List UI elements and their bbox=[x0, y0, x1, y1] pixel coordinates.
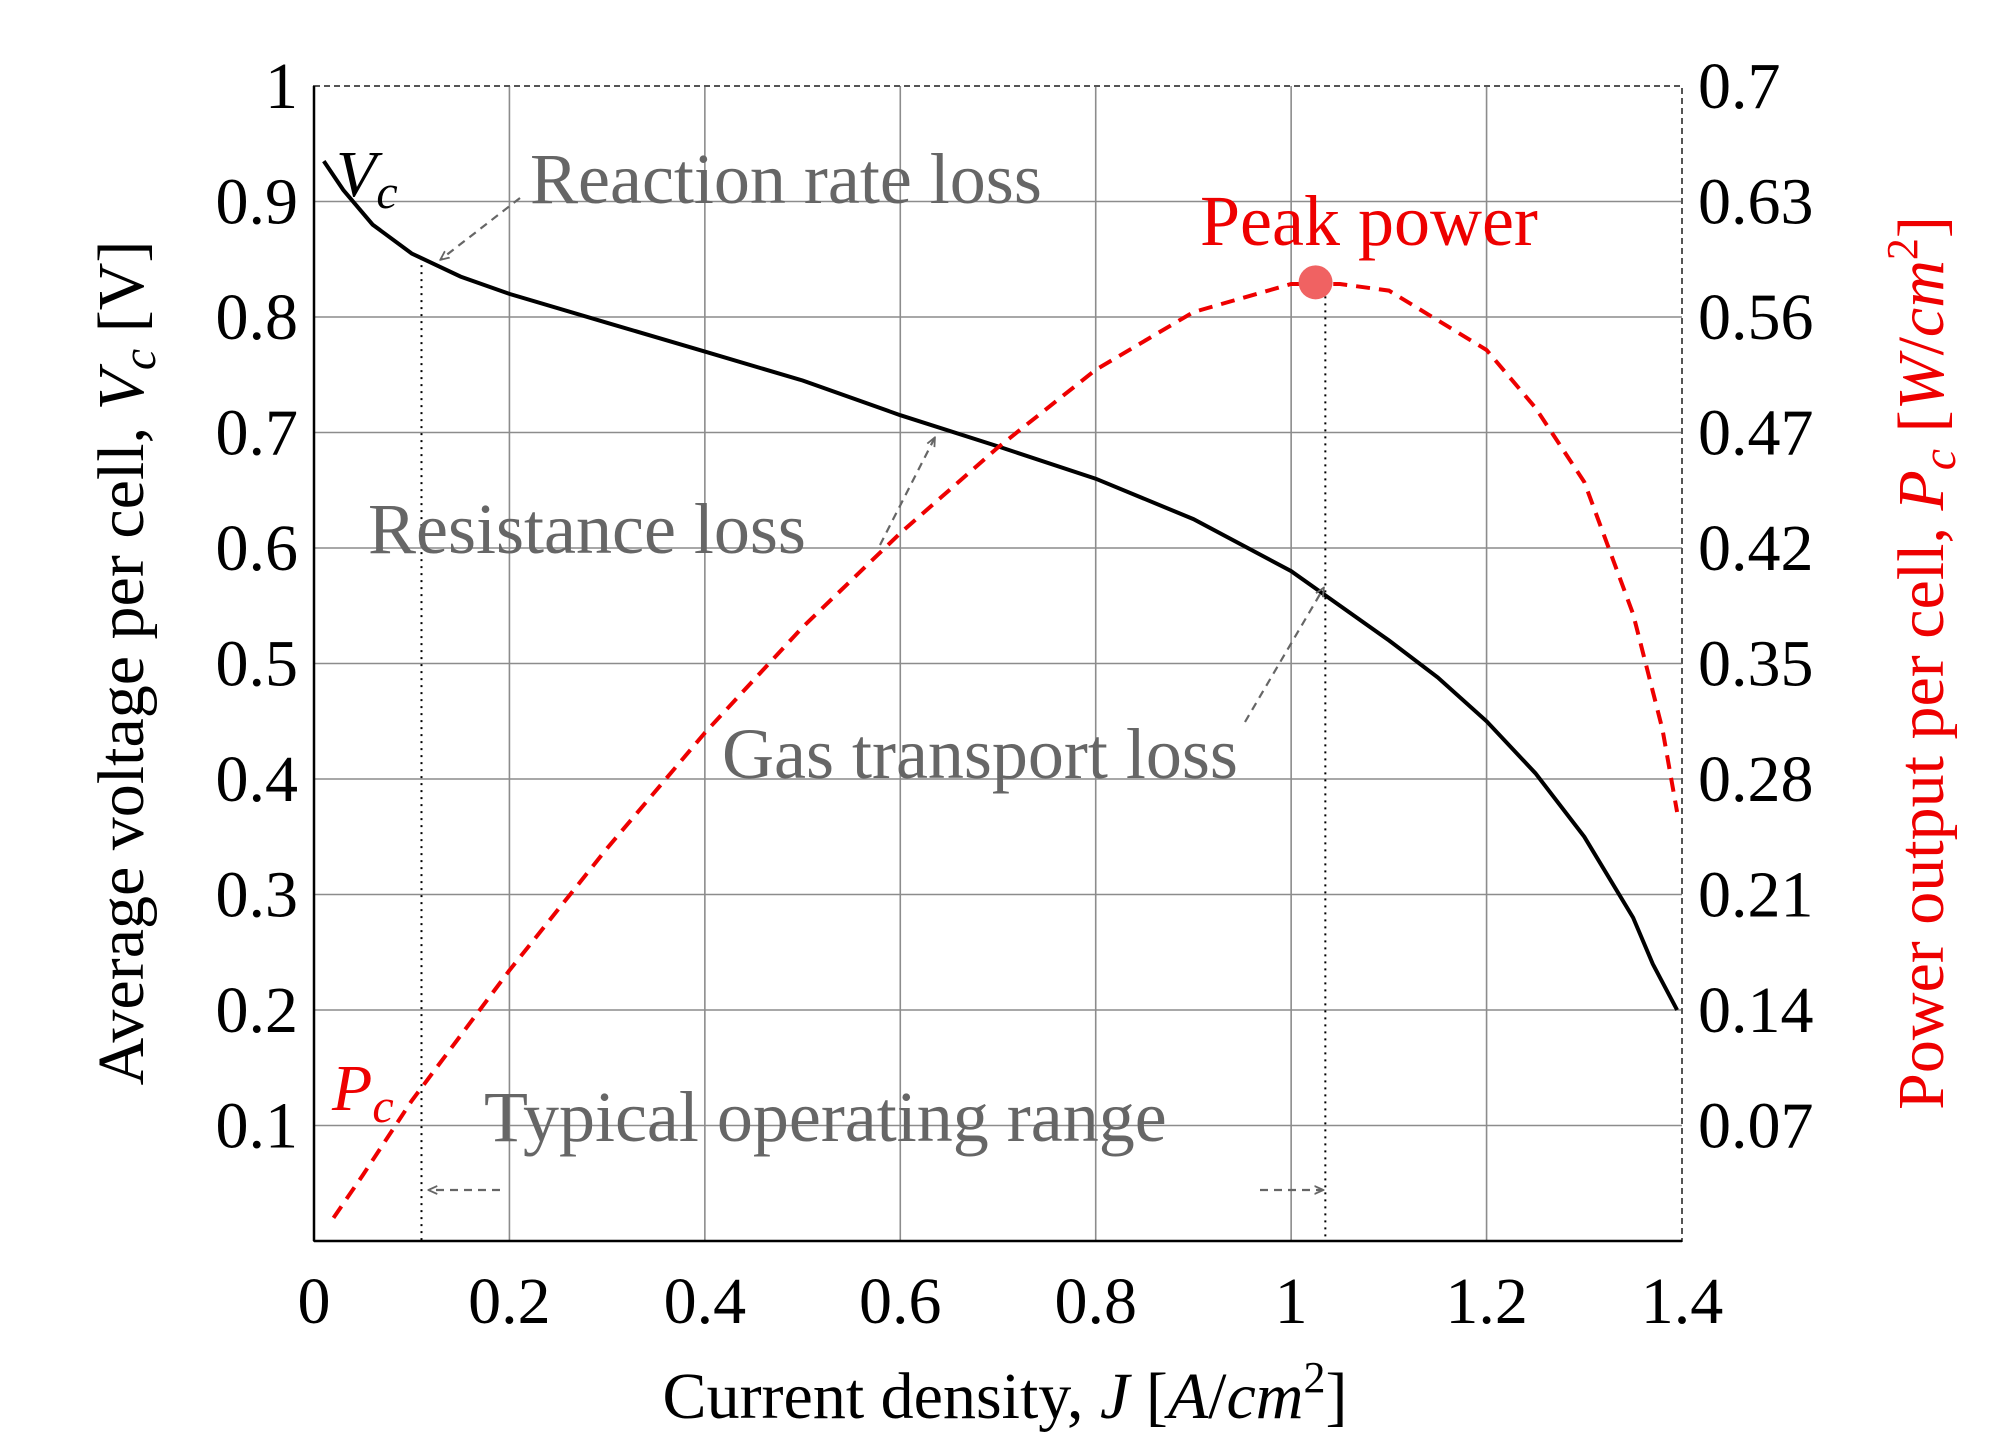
x-tick-label: 0.4 bbox=[664, 1265, 747, 1338]
y-right-tick-label: 0.7 bbox=[1698, 50, 1781, 123]
y-right-tick-label: 0.42 bbox=[1698, 512, 1814, 585]
y-right-tick-label: 0.35 bbox=[1698, 628, 1814, 701]
y-left-tick-label: 0.5 bbox=[216, 628, 299, 701]
series-label-vc: Vc bbox=[336, 138, 398, 219]
y-right-tick-label: 0.07 bbox=[1698, 1090, 1814, 1163]
y-right-tick-label: 0.63 bbox=[1698, 166, 1814, 239]
x-tick-label: 1.2 bbox=[1445, 1265, 1528, 1338]
y-left-tick-labels: 0.1 0.2 0.3 0.4 0.5 0.6 0.7 0.8 0.9 1 bbox=[216, 50, 299, 1163]
y-left-tick-label: 1 bbox=[265, 50, 298, 123]
y-left-tick-label: 0.8 bbox=[216, 281, 299, 354]
x-tick-label: 0.6 bbox=[859, 1265, 942, 1338]
annotation-typical-operating-range: Typical operating range bbox=[484, 1077, 1167, 1157]
resistance-loss-arrow bbox=[879, 438, 934, 546]
x-tick-label: 1 bbox=[1275, 1265, 1308, 1338]
voltage-curve bbox=[322, 159, 1679, 1011]
annotation-arrows bbox=[429, 197, 1323, 1190]
grid bbox=[314, 86, 1682, 1241]
series-layer bbox=[322, 159, 1680, 1220]
y-left-axis-title: Average voltage per cell, Vc [V] bbox=[85, 241, 166, 1086]
y-left-tick-label: 0.3 bbox=[216, 859, 299, 932]
y-left-tick-label: 0.6 bbox=[216, 512, 299, 585]
x-axis-title: Current density, J [A/cm2] bbox=[663, 1353, 1348, 1433]
x-tick-label: 0 bbox=[298, 1265, 331, 1338]
y-left-tick-label: 0.9 bbox=[216, 166, 299, 239]
x-tick-labels: 0 0.2 0.4 0.6 0.8 1 1.2 1.4 bbox=[298, 1265, 1724, 1338]
y-right-tick-label: 0.28 bbox=[1698, 743, 1814, 816]
y-right-tick-label: 0.21 bbox=[1698, 859, 1814, 932]
y-right-tick-label: 0.14 bbox=[1698, 974, 1814, 1047]
series-label-pc: Pc bbox=[331, 1052, 394, 1133]
y-right-tick-label: 0.56 bbox=[1698, 281, 1814, 354]
x-tick-label: 0.8 bbox=[1054, 1265, 1137, 1338]
y-right-tick-labels: 0.07 0.14 0.21 0.28 0.35 0.42 0.47 0.56 0.63 0.7 bbox=[1698, 50, 1814, 1163]
plot-frame bbox=[313, 85, 1683, 1242]
reaction-rate-arrow bbox=[441, 197, 521, 259]
power-curve bbox=[331, 282, 1680, 1220]
x-tick-label: 1.4 bbox=[1641, 1265, 1724, 1338]
peak-power-marker bbox=[1298, 265, 1333, 300]
typical-range-guides bbox=[420, 258, 1327, 1241]
y-right-axis-title: Power output per cell, Pc [W/cm2] bbox=[1878, 216, 1966, 1110]
x-tick-label: 0.2 bbox=[468, 1265, 551, 1338]
y-right-tick-label: 0.47 bbox=[1698, 397, 1814, 470]
annotation-gas-transport-loss: Gas transport loss bbox=[722, 714, 1238, 794]
annotation-resistance-loss: Resistance loss bbox=[368, 489, 806, 569]
y-left-tick-label: 0.1 bbox=[216, 1090, 299, 1163]
annotation-reaction-rate-loss: Reaction rate loss bbox=[530, 139, 1042, 219]
annotation-peak-power: Peak power bbox=[1200, 181, 1538, 261]
y-left-tick-label: 0.4 bbox=[216, 743, 299, 816]
gas-transport-arrow bbox=[1244, 588, 1323, 723]
y-left-tick-label: 0.7 bbox=[216, 397, 299, 470]
y-left-tick-label: 0.2 bbox=[216, 974, 299, 1047]
